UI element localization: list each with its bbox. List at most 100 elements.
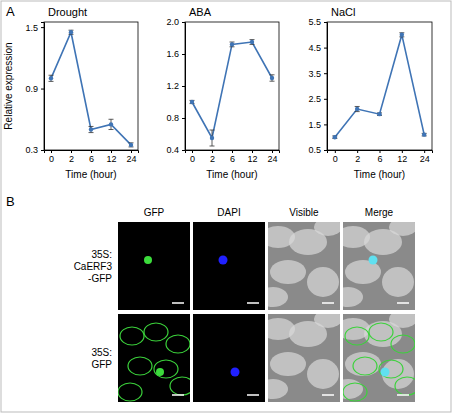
row-label: GFP <box>91 359 112 370</box>
x-tick-mark <box>91 150 92 153</box>
cell <box>343 379 363 399</box>
x-tick-label: 0 <box>190 154 195 164</box>
plot-frame <box>185 22 279 150</box>
x-tick-mark <box>424 150 425 153</box>
cell <box>268 287 288 307</box>
column-header: GFP <box>144 207 165 218</box>
y-tick-label: 0.5 <box>308 145 321 155</box>
scale-bar <box>397 394 409 396</box>
x-tick-mark <box>71 150 72 153</box>
y-tick: 4.5 <box>308 43 327 53</box>
error-bar <box>89 126 94 132</box>
x-tick-label: 2 <box>69 154 74 164</box>
error-bar <box>69 30 74 34</box>
scale-bar <box>322 302 334 304</box>
y-tick-label: 3.5 <box>308 69 321 79</box>
cell <box>343 287 363 307</box>
row-label: CaERF3 <box>74 261 113 272</box>
visible-texture <box>343 314 415 401</box>
error-bar <box>377 113 382 116</box>
y-tick-label: 1.6 <box>166 49 179 59</box>
x-tick: 12 <box>106 150 116 164</box>
y-tick-mark <box>324 150 327 151</box>
y-axis-line <box>182 23 186 151</box>
x-tick-mark <box>131 150 132 153</box>
data-point <box>49 76 53 80</box>
gfp-outline <box>379 360 403 378</box>
x-tick-mark <box>111 150 112 153</box>
error-bar-cap <box>109 119 114 120</box>
x-tick-mark <box>212 150 213 153</box>
gfp-cells <box>118 323 190 401</box>
y-axis: 0.40.81.21.62.0 <box>166 17 185 155</box>
x-tick: 12 <box>247 150 257 164</box>
x-axis-line <box>45 151 139 154</box>
error-bar-cap <box>109 129 114 130</box>
error-bar-cap <box>270 81 275 82</box>
data-point <box>400 33 404 37</box>
y-tick-mark <box>324 48 327 49</box>
chart-title: NaCl <box>331 6 355 18</box>
data-point <box>333 135 337 139</box>
x-axis-title: Time (hour) <box>65 169 116 180</box>
gfp-outline <box>166 335 190 353</box>
data-point <box>377 112 381 116</box>
merge-nucleus <box>381 368 390 377</box>
data-point <box>355 107 359 111</box>
data-point <box>250 40 254 44</box>
chart: 0.51.52.53.54.55.50261224NaClTime (hour) <box>308 6 432 180</box>
x-tick-mark <box>252 150 253 153</box>
error-bar-cap <box>89 132 94 133</box>
x-tick-mark <box>51 150 52 153</box>
x-tick-label: 0 <box>49 154 54 164</box>
error-bar <box>270 75 275 81</box>
data-point <box>422 132 426 136</box>
cell <box>389 222 415 236</box>
y-tick-mark <box>324 124 327 125</box>
x-tick-label: 24 <box>420 154 430 164</box>
x-tick: 24 <box>126 150 136 164</box>
x-tick: 6 <box>377 150 382 164</box>
gfp-outline <box>118 383 142 401</box>
scale-bar <box>172 302 184 304</box>
cell <box>389 314 415 328</box>
y-tick-mark <box>41 89 44 90</box>
x-axis: 0261224 <box>186 150 280 164</box>
data-point <box>89 127 93 131</box>
y-tick-label: 5.5 <box>308 17 321 27</box>
y-tick: 2.5 <box>308 94 327 104</box>
x-tick-label: 12 <box>106 154 116 164</box>
error-bar <box>399 33 404 37</box>
error-bar <box>190 100 195 103</box>
gfp-outline <box>120 327 144 345</box>
data-point <box>69 30 73 34</box>
error-bar <box>332 136 337 139</box>
y-axis-line <box>324 23 328 151</box>
x-tick: 2 <box>210 150 215 164</box>
micrograph <box>193 222 265 310</box>
x-tick-mark <box>357 150 358 153</box>
y-tick-label: 2.5 <box>308 94 321 104</box>
scale-bar <box>247 302 259 304</box>
x-axis-title: Time (hour) <box>206 169 257 180</box>
chart-title: Drought <box>48 6 87 18</box>
row-label: -GFP <box>88 273 112 284</box>
y-tick: 0.5 <box>308 145 327 155</box>
y-tick-label: 0.8 <box>166 113 179 123</box>
chart: 0.40.81.21.62.00261224ABATime (hour) <box>166 6 279 180</box>
y-tick-label: 1.2 <box>166 81 179 91</box>
x-tick-label: 2 <box>210 154 215 164</box>
marks <box>49 30 134 147</box>
data-point <box>210 136 214 140</box>
cell <box>270 352 306 376</box>
gfp-outline <box>170 377 190 395</box>
gfp-nucleus <box>144 256 152 264</box>
y-tick-mark <box>324 73 327 74</box>
cell <box>382 267 414 297</box>
error-bar-cap <box>49 81 54 82</box>
marks <box>332 33 426 140</box>
x-tick-mark <box>335 150 336 153</box>
plot-frame <box>327 22 432 150</box>
y-tick-label: 0.9 <box>25 84 38 94</box>
x-tick-mark <box>380 150 381 153</box>
